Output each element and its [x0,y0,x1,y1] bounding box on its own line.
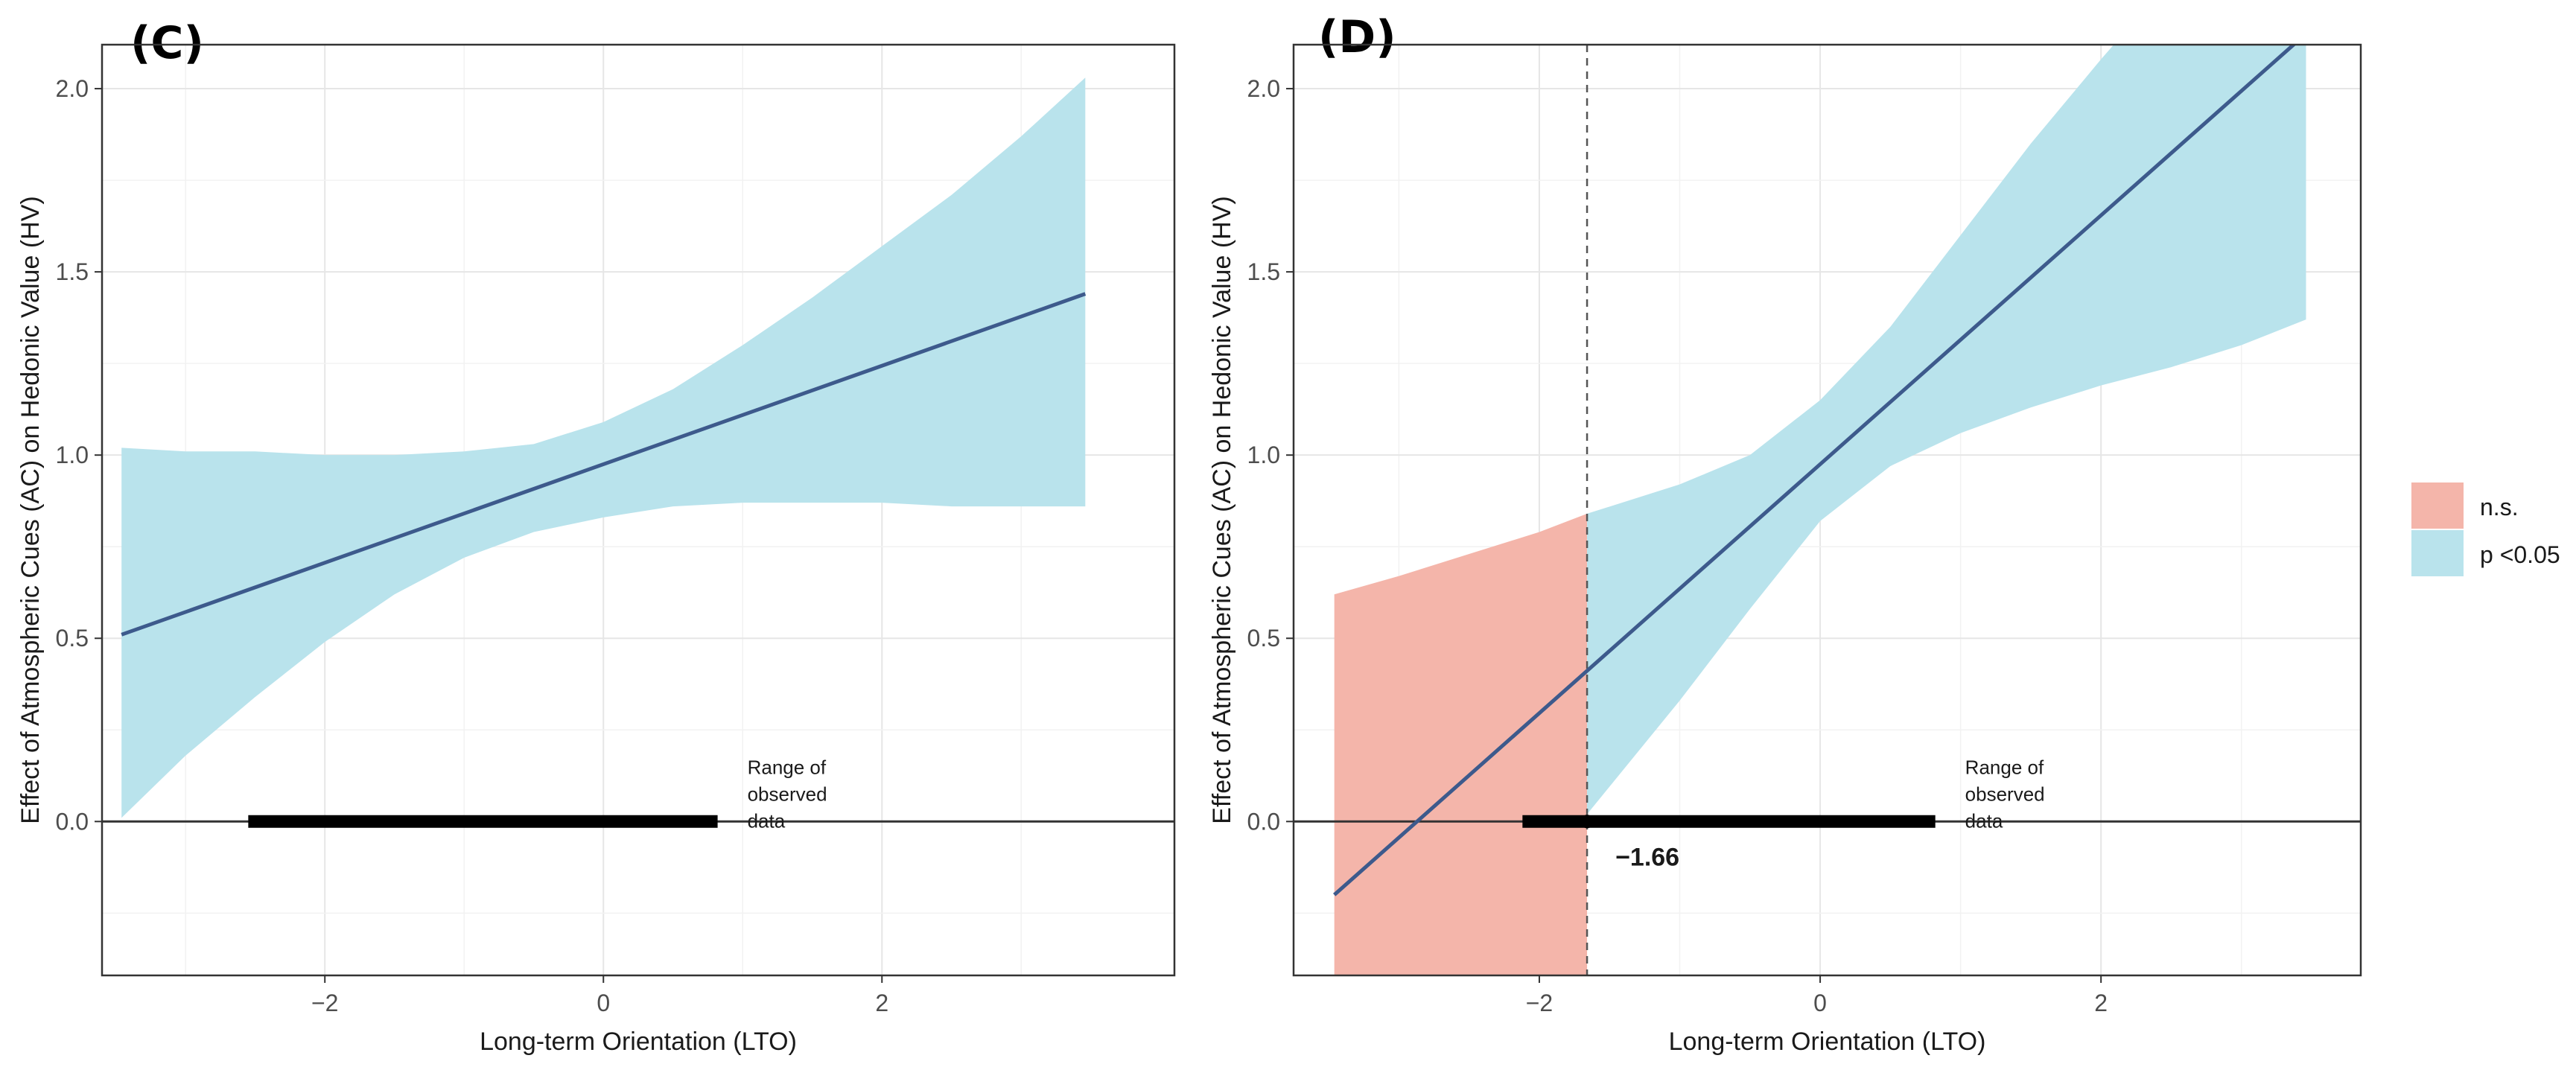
confidence-band-d-1 [1587,45,2306,815]
panel-label-d: (D) [1318,11,1396,63]
legend-swatch-significant [2411,530,2464,576]
confidence-band-c-0 [121,77,1086,818]
range-label-c-line3: data [748,809,786,832]
y-tick-label-d-3: 1.5 [1247,258,1280,285]
panel-d: (D) −1.66 Range of observed data −2 0 2 0.… [1208,11,2362,1056]
x-axis-ticks-c: −2 0 2 [311,975,888,1016]
x-tick-label-c-1: 0 [597,990,610,1016]
range-label-c-line1: Range of [748,756,827,778]
y-tick-label-c-2: 1.0 [56,442,89,468]
panel-label-c: (C) [130,17,204,69]
x-axis-ticks-d: −2 0 2 [1526,975,2108,1016]
confidence-bands-c [121,77,1086,818]
y-tick-label-c-4: 2.0 [56,75,89,102]
y-axis-ticks-c: 0.0 0.5 1.0 1.5 2.0 [56,75,102,835]
y-tick-label-d-1: 0.5 [1247,625,1280,652]
legend-label-significant: p <0.05 [2480,541,2560,568]
y-tick-label-c-1: 0.5 [56,625,89,652]
legend-swatch-ns [2411,482,2464,529]
y-tick-label-c-3: 1.5 [56,258,89,285]
y-tick-label-d-4: 2.0 [1247,75,1280,102]
threshold-label-d: −1.66 [1615,843,1679,871]
x-tick-label-c-0: −2 [311,990,338,1016]
y-tick-label-c-0: 0.0 [56,808,89,835]
x-tick-label-c-2: 2 [875,990,888,1016]
plot-frame-c [101,43,1176,977]
x-tick-label-d-0: −2 [1526,990,1553,1016]
regression-line-c [121,292,1087,637]
range-label-c: Range of observed data [748,756,833,832]
confidence-band-d-0 [1334,513,1588,975]
grid-c [102,45,1174,975]
panel-c: (C) Range of observed data −2 0 2 0.0 0.5 1.… [16,17,1176,1056]
range-label-d: Range of observed data [1965,756,2050,832]
confidence-bands-d [1334,45,2306,975]
y-axis-ticks-d: 0.0 0.5 1.0 1.5 2.0 [1247,75,1294,835]
x-axis-title-c: Long-term Orientation (LTO) [480,1028,797,1056]
legend-label-ns: n.s. [2480,494,2519,520]
y-axis-title-d: Effect of Atmospheric Cues (AC) on Hedon… [1208,196,1236,824]
x-tick-label-d-1: 0 [1813,990,1827,1016]
y-tick-label-d-2: 1.0 [1247,442,1280,468]
x-tick-label-d-2: 2 [2094,990,2108,1016]
range-label-c-line2: observed [748,783,827,805]
range-label-d-line2: observed [1965,783,2045,805]
threshold-marker-d [1580,815,1594,829]
x-axis-title-d: Long-term Orientation (LTO) [1669,1028,1986,1056]
plot-frame-d [1292,43,2362,977]
regression-line-d [1333,45,2297,896]
range-label-d-line1: Range of [1965,756,2044,778]
y-tick-label-d-0: 0.0 [1247,808,1280,835]
range-label-d-line3: data [1965,809,2003,832]
y-axis-title-c: Effect of Atmospheric Cues (AC) on Hedon… [16,196,45,824]
legend: n.s. p <0.05 [2411,482,2560,576]
